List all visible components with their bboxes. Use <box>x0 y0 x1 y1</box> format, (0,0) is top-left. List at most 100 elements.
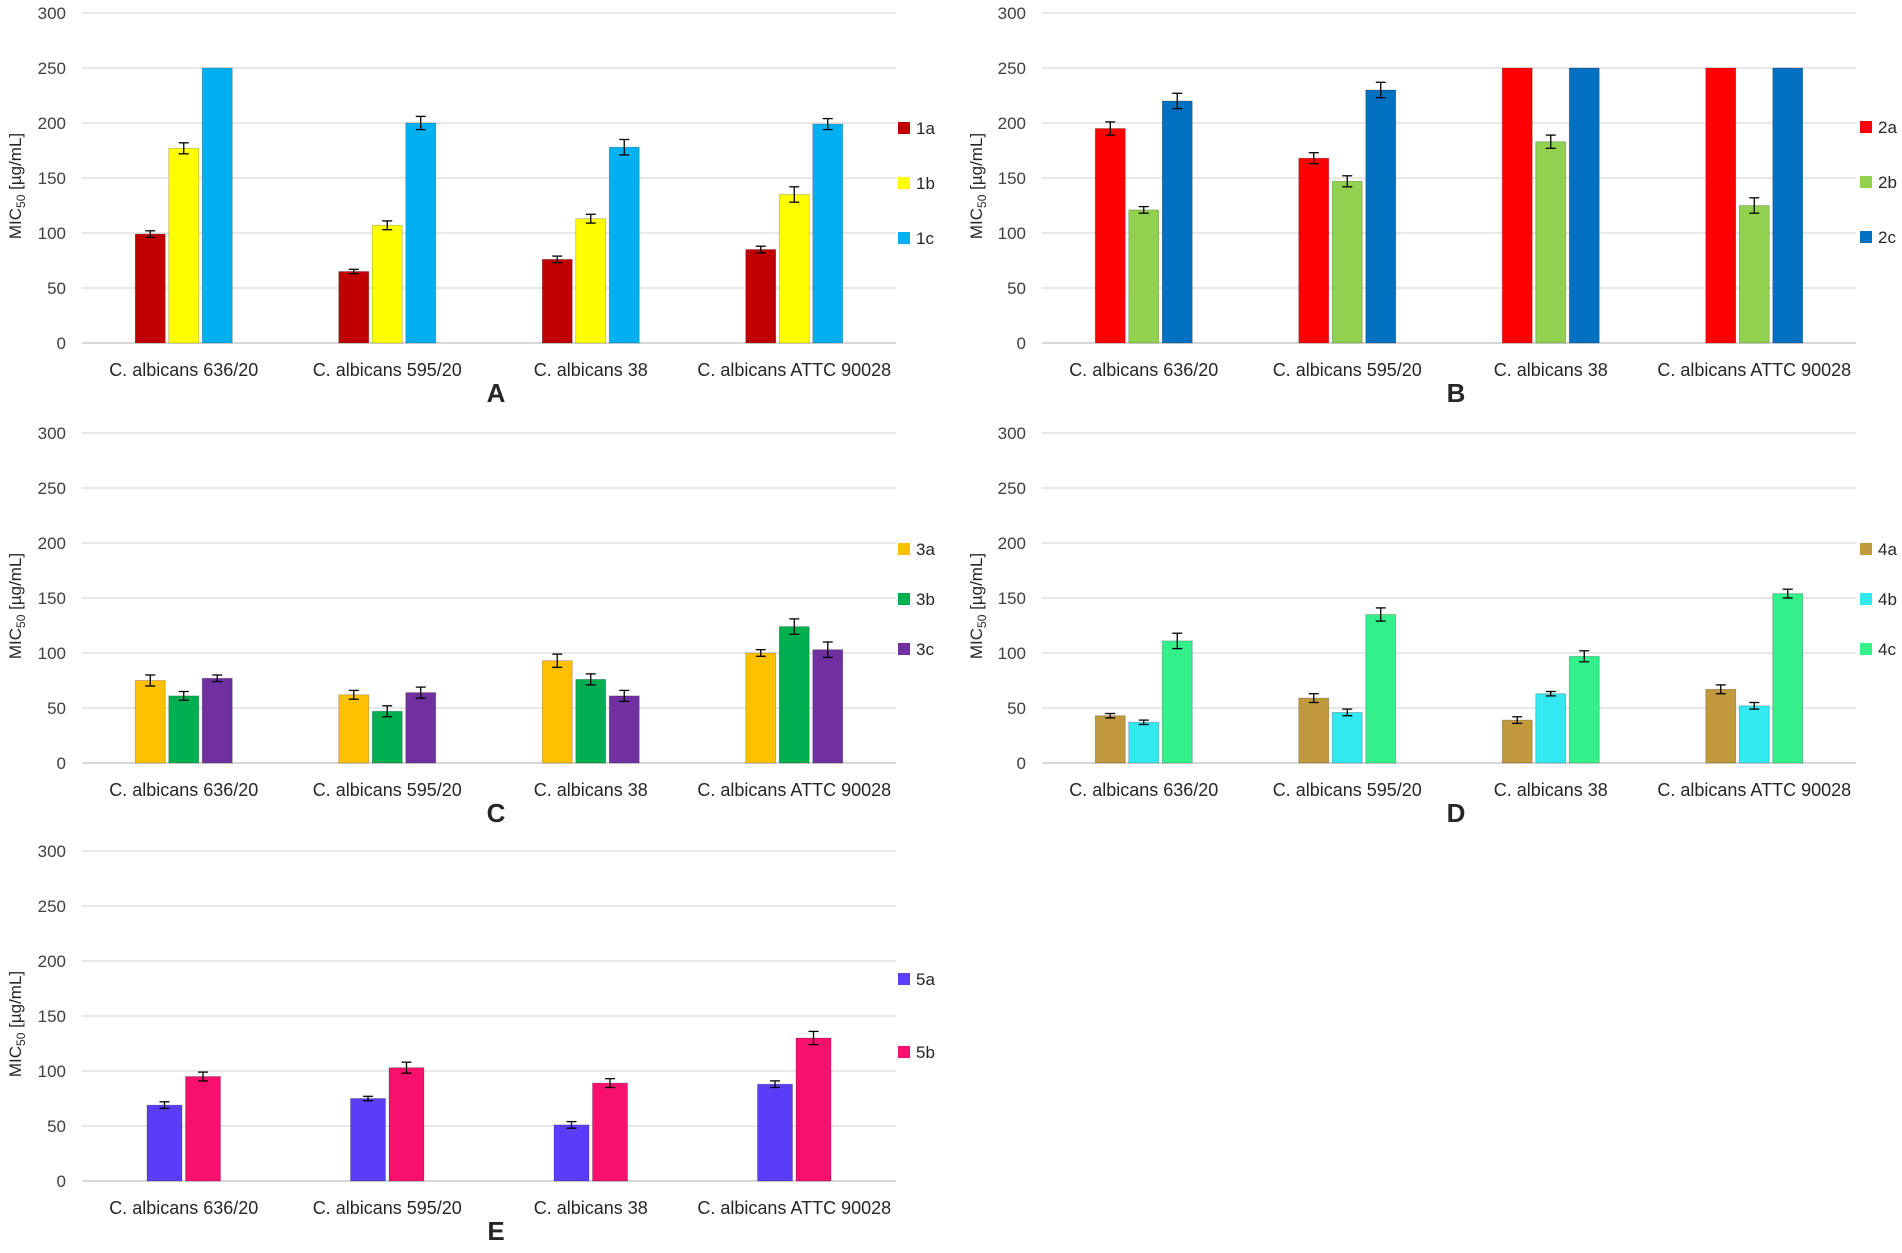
y-axis-label: MIC50 [µg/mL] <box>6 971 28 1077</box>
bar-5a <box>757 1083 793 1182</box>
bar-2a <box>1298 157 1330 344</box>
bar-2a <box>1501 67 1533 344</box>
category-label: C. albicans 595/20 <box>1273 360 1422 380</box>
y-tick-label: 100 <box>38 644 66 663</box>
panel-label: D <box>1447 798 1466 828</box>
y-tick-label: 50 <box>1007 699 1026 718</box>
bar-2b <box>1128 209 1160 344</box>
bar-5b <box>388 1067 425 1182</box>
legend-label-4a: 4a <box>1878 540 1897 559</box>
bar-4b <box>1331 712 1363 764</box>
y-tick-label: 250 <box>998 59 1026 78</box>
legend-label-3c: 3c <box>916 640 934 659</box>
panel-label: E <box>487 1216 504 1246</box>
bar-1c <box>608 146 640 344</box>
bar-5b <box>795 1037 832 1182</box>
legend-label-2a: 2a <box>1878 118 1897 137</box>
chart-panel-d: 0 50 100 150 200 250 300 MIC50 [µg/mL] C. albica… <box>967 424 1897 828</box>
category-label: C. albicans 595/20 <box>313 360 462 380</box>
bar-2c <box>1772 67 1804 344</box>
y-tick-label: 150 <box>998 169 1026 188</box>
bar-4a <box>1705 688 1737 764</box>
legend-swatch-4b <box>1860 593 1872 605</box>
bar-2c <box>1365 89 1397 344</box>
y-axis-label: MIC50 [µg/mL] <box>967 133 989 239</box>
y-tick-label: 0 <box>57 754 66 773</box>
bar-1a <box>338 271 370 344</box>
bar-4c <box>1365 614 1397 764</box>
bar-1b <box>778 194 810 344</box>
y-axis-label: MIC50 [µg/mL] <box>967 553 989 659</box>
category-label: C. albicans ATTC 90028 <box>697 1198 891 1218</box>
bar-5b <box>592 1082 628 1182</box>
chart-panel-a: 0 50 100 150 200 250 300 MIC50 [µg/mL] C. albica… <box>6 4 935 408</box>
category-label: C. albicans 595/20 <box>1273 780 1422 800</box>
chart-panel-c: 0 50 100 150 200 250 300 MIC50 [µg/mL] C. albica… <box>6 424 935 828</box>
category-label: C. albicans 595/20 <box>313 1198 462 1218</box>
y-tick-label: 300 <box>38 424 66 443</box>
category-label: C. albicans 636/20 <box>109 780 258 800</box>
category-label: C. albicans 595/20 <box>313 780 462 800</box>
legend-swatch-4c <box>1860 643 1872 655</box>
bar-3c <box>201 677 233 764</box>
legend-label-5b: 5b <box>916 1043 935 1062</box>
legend-swatch-2a <box>1860 121 1872 133</box>
y-tick-label: 300 <box>998 4 1026 23</box>
legend-label-1a: 1a <box>916 119 935 138</box>
bar-4a <box>1298 697 1330 764</box>
panel-label: C <box>487 798 506 828</box>
y-tick-label: 200 <box>998 114 1026 133</box>
legend-label-1b: 1b <box>916 174 935 193</box>
bar-4c <box>1772 593 1804 764</box>
bar-3a <box>134 680 166 764</box>
legend-label-5a: 5a <box>916 970 935 989</box>
category-label: C. albicans ATTC 90028 <box>1657 780 1851 800</box>
y-tick-label: 300 <box>998 424 1026 443</box>
bar-5a <box>350 1098 386 1182</box>
y-tick-label: 250 <box>38 897 66 916</box>
category-label: C. albicans 38 <box>534 780 648 800</box>
category-label: C. albicans ATTC 90028 <box>697 780 891 800</box>
y-tick-label: 50 <box>47 279 66 298</box>
bar-3a <box>541 660 573 764</box>
bar-1a <box>745 249 777 344</box>
y-tick-label: 50 <box>47 699 66 718</box>
bar-2b <box>1738 205 1770 344</box>
y-tick-label: 250 <box>38 59 66 78</box>
y-tick-label: 100 <box>998 644 1026 663</box>
bar-2a <box>1705 67 1737 344</box>
legend-swatch-2c <box>1860 231 1872 243</box>
bar-1c <box>812 123 844 344</box>
bar-3b <box>168 695 200 764</box>
bar-1c <box>201 67 233 344</box>
bar-4a <box>1094 715 1126 764</box>
bar-2b <box>1535 141 1567 344</box>
bar-3a <box>338 694 370 764</box>
legend-label-2b: 2b <box>1878 173 1897 192</box>
bar-1a <box>541 258 573 344</box>
bar-3c <box>608 695 640 764</box>
y-tick-label: 150 <box>38 169 66 188</box>
bar-2b <box>1331 180 1363 344</box>
category-label: C. albicans 38 <box>534 1198 648 1218</box>
legend-swatch-4a <box>1860 543 1872 555</box>
bar-2c <box>1568 67 1600 344</box>
category-label: C. albicans 636/20 <box>109 360 258 380</box>
y-tick-label: 250 <box>38 479 66 498</box>
bar-3c <box>812 649 844 764</box>
category-label: C. albicans 636/20 <box>1069 780 1218 800</box>
bar-3b <box>575 679 607 764</box>
bar-3c <box>405 692 437 764</box>
legend-label-1c: 1c <box>916 229 934 248</box>
category-label: C. albicans 38 <box>534 360 648 380</box>
chart-panel-b: 0 50 100 150 200 250 300 MIC50 [µg/mL] C. albica… <box>967 4 1897 408</box>
category-label: C. albicans ATTC 90028 <box>1657 360 1851 380</box>
category-label: C. albicans 636/20 <box>1069 360 1218 380</box>
bar-1b <box>168 147 200 344</box>
bar-1a <box>134 233 166 344</box>
category-label: C. albicans 38 <box>1494 780 1608 800</box>
bar-5a <box>146 1104 183 1182</box>
panel-label: A <box>487 378 506 408</box>
y-tick-label: 0 <box>1017 754 1026 773</box>
